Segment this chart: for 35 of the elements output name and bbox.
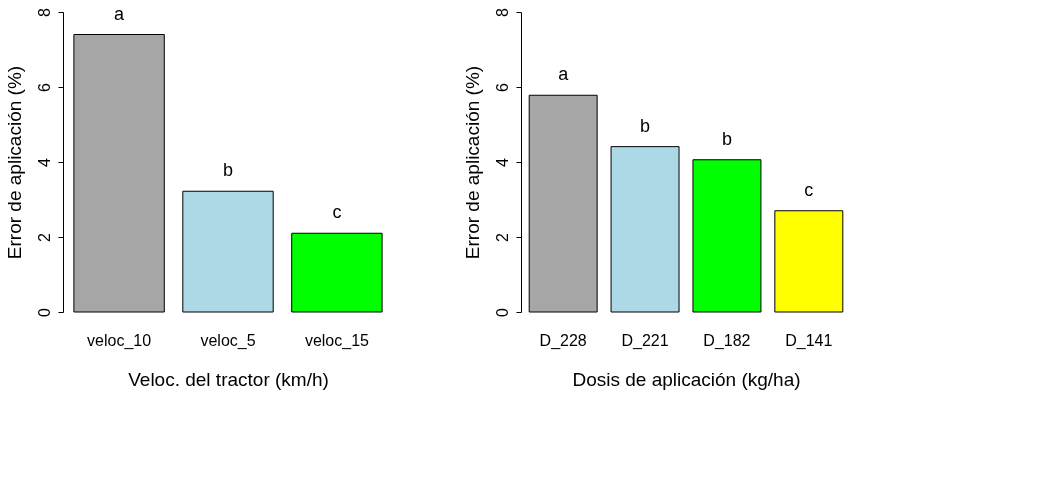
- bar: [528, 94, 598, 313]
- y-tick-label: 8: [493, 7, 511, 17]
- y-tick-label: 6: [493, 82, 511, 92]
- annotation: a: [114, 3, 126, 24]
- y-tick-label: 0: [493, 307, 511, 317]
- x-tick-label: D_221: [621, 331, 669, 350]
- bar: [692, 159, 762, 313]
- annotation: a: [558, 64, 570, 85]
- y-tick-label: 6: [35, 82, 53, 92]
- y-tick-label: 8: [35, 7, 53, 17]
- x-tick-label: D_182: [703, 331, 751, 350]
- annotation: c: [332, 202, 342, 223]
- x-tick-label: veloc_15: [304, 331, 370, 350]
- y-axis-title: Error de aplicación (%): [461, 65, 483, 260]
- y-tick-label: 4: [35, 157, 53, 167]
- x-tick-label: D_141: [785, 331, 833, 350]
- x-axis-title: Veloc. del tractor (km/h): [128, 368, 329, 390]
- bar: [774, 210, 844, 313]
- bar: [610, 146, 680, 313]
- x-tick-label: veloc_5: [200, 331, 256, 350]
- annotation: b: [721, 128, 732, 149]
- bar: [182, 190, 274, 313]
- x-tick-label: veloc_10: [87, 331, 152, 350]
- x-axis-title: Dosis de aplicación (kg/ha): [572, 368, 801, 390]
- bar: [73, 34, 165, 313]
- x-tick-label: D_228: [539, 331, 587, 350]
- bar: [291, 232, 383, 313]
- y-axis-title: Error de aplicación (%): [3, 65, 25, 260]
- annotation: b: [640, 115, 651, 136]
- annotation: b: [222, 160, 234, 181]
- y-tick-label: 0: [35, 307, 53, 317]
- y-tick-label: 2: [493, 232, 511, 242]
- annotation: c: [804, 179, 814, 200]
- y-tick-label: 2: [35, 232, 53, 242]
- y-tick-label: 4: [493, 157, 511, 167]
